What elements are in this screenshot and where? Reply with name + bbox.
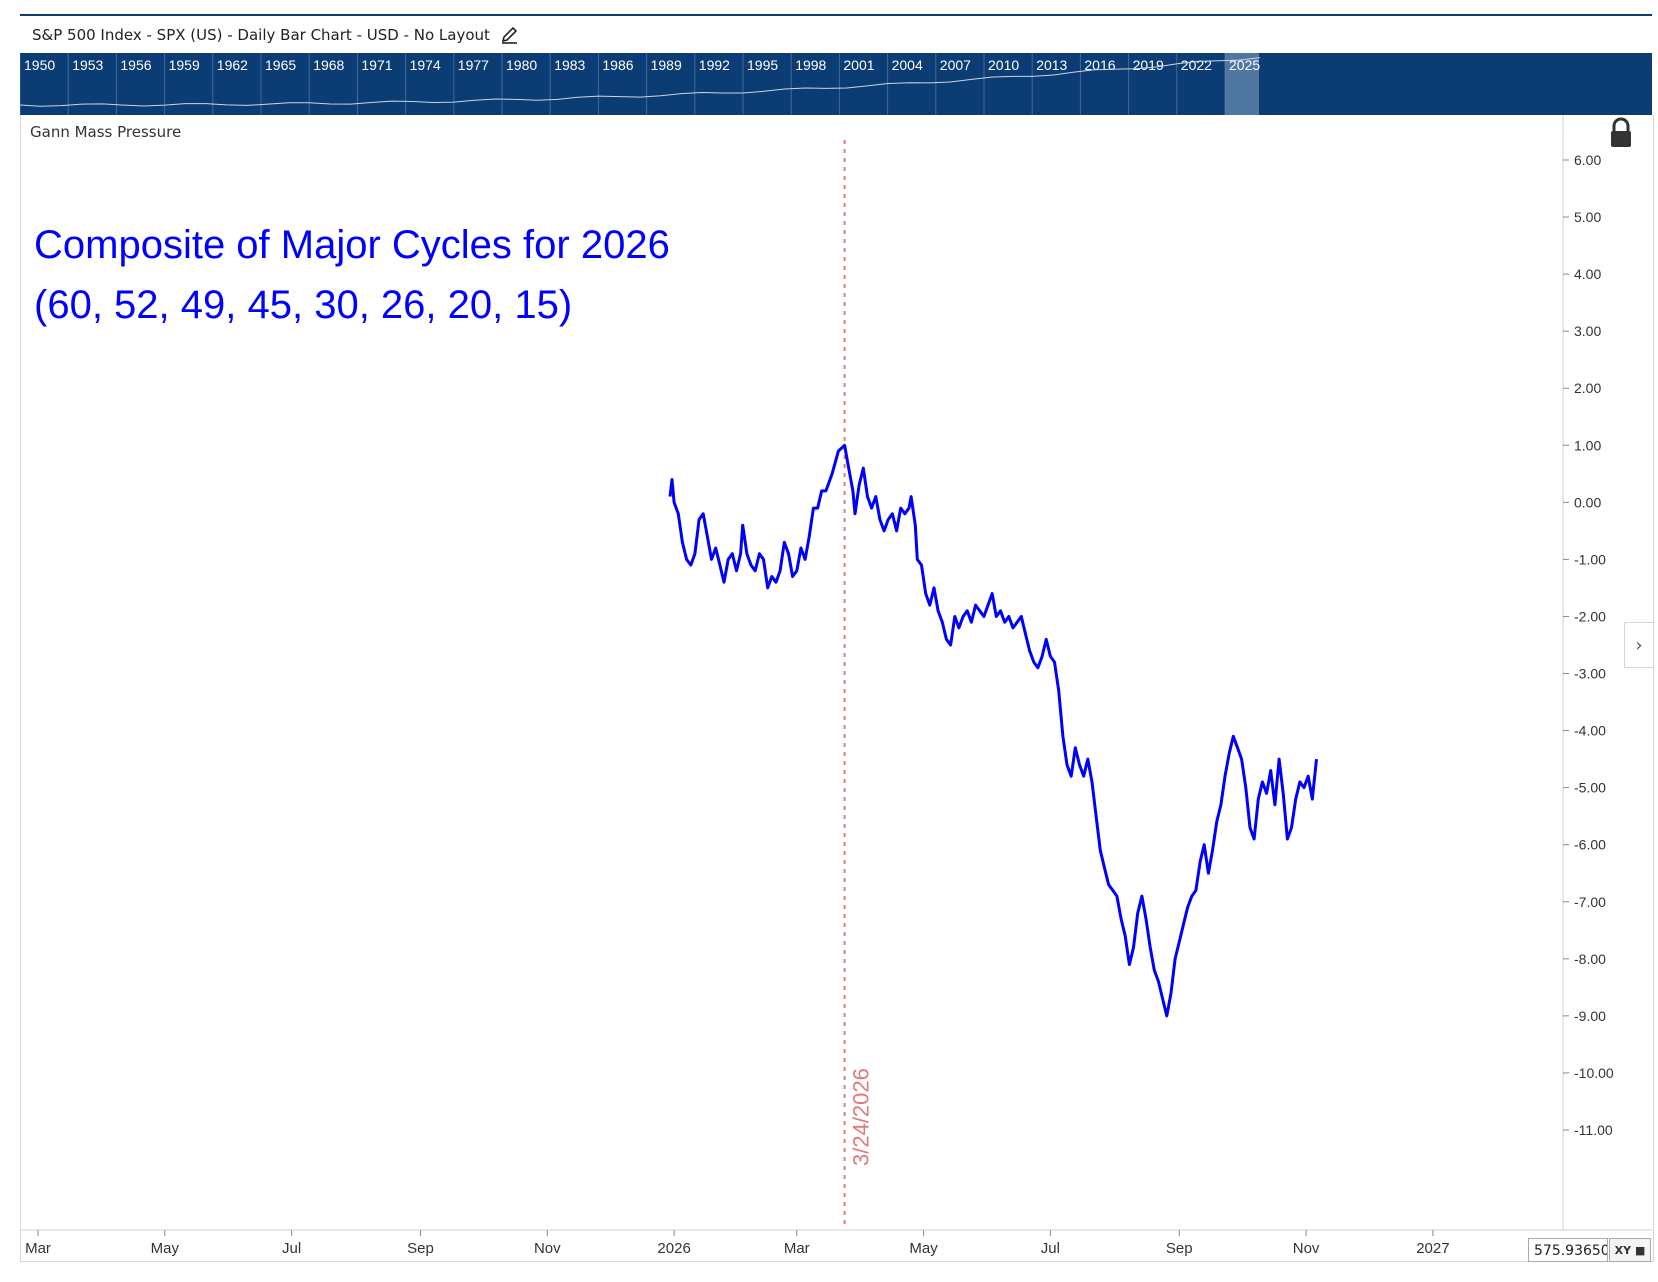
y-axis: 6.00 5.00 4.00 3.00 2.00 1.00 0.00 -1.00 -2.00 -3… xyxy=(1563,152,1614,1138)
x-tick-label: Jul xyxy=(1041,1240,1060,1257)
x-tick-label: Sep xyxy=(407,1240,434,1257)
timeline-year-label[interactable]: 1980 xyxy=(506,57,537,73)
x-tick-label: Nov xyxy=(534,1240,561,1257)
y-tick-label: -7.00 xyxy=(1574,894,1606,910)
timeline-year-label[interactable]: 2010 xyxy=(988,57,1019,73)
x-axis: Mar May Jul Sep Nov 2026 Mar May Jul Sep Nov 2027 xyxy=(25,1230,1450,1257)
x-tick-label: 2026 xyxy=(657,1240,690,1257)
y-tick-label: -3.00 xyxy=(1574,666,1606,682)
y-tick-label: -8.00 xyxy=(1574,951,1606,967)
timeline-year-label[interactable]: 1959 xyxy=(169,57,200,73)
timeline-year-label[interactable]: 2004 xyxy=(892,57,923,73)
x-tick-label: Nov xyxy=(1293,1240,1320,1257)
y-tick-label: -6.00 xyxy=(1574,837,1606,853)
top-border xyxy=(20,14,1652,16)
y-tick-label: -11.00 xyxy=(1574,1122,1613,1138)
small-lock-icon: ■ xyxy=(1634,1244,1646,1257)
timeline-year-label[interactable]: 1989 xyxy=(651,57,682,73)
y-tick-label: -5.00 xyxy=(1574,780,1606,796)
timeline-year-label[interactable]: 1965 xyxy=(265,57,296,73)
chart-subtitle: (60, 52, 49, 45, 30, 26, 20, 15) xyxy=(34,283,572,327)
expand-panel-button[interactable]: › xyxy=(1624,622,1653,668)
chart-title: Composite of Major Cycles for 2026 xyxy=(34,223,670,267)
timeline-year-label[interactable]: 1977 xyxy=(458,57,489,73)
timeline-year-label[interactable]: 2001 xyxy=(843,57,874,73)
pencil-icon[interactable] xyxy=(500,25,520,45)
y-tick-label: 1.00 xyxy=(1574,437,1601,453)
x-tick-label: May xyxy=(909,1240,938,1257)
timeline-year-label[interactable]: 1962 xyxy=(217,57,248,73)
chart-header-title: S&P 500 Index - SPX (US) - Daily Bar Cha… xyxy=(32,26,490,44)
xy-toggle-button[interactable]: XY ■ xyxy=(1609,1238,1651,1262)
timeline-year-label[interactable]: 2013 xyxy=(1036,57,1067,73)
timeline-history-line xyxy=(20,57,1261,107)
chevron-right-icon: › xyxy=(1635,634,1643,656)
x-tick-label: Jul xyxy=(282,1240,301,1257)
y-tick-label: -10.00 xyxy=(1574,1065,1614,1081)
timeline-svg: 1950 1953 1956 1959 1962 1965 1968 1971 1974 1977… xyxy=(20,53,1261,115)
timeline-year-label[interactable]: 1968 xyxy=(313,57,344,73)
timeline-year-label[interactable]: 2007 xyxy=(940,57,971,73)
date-marker[interactable]: 3/24/2026 xyxy=(843,140,874,1225)
price-readout[interactable]: 575.93650 xyxy=(1528,1238,1608,1262)
series-layer xyxy=(668,443,1318,1018)
timeline-year-label[interactable]: 1983 xyxy=(554,57,585,73)
timeline-year-label[interactable]: 2019 xyxy=(1133,57,1164,73)
timeline-year-label[interactable]: 1950 xyxy=(24,57,55,73)
timeline-selection[interactable] xyxy=(1225,53,1259,115)
indicator-name: Gann Mass Pressure xyxy=(30,123,182,141)
y-tick-label: 6.00 xyxy=(1574,152,1601,168)
xy-label: XY xyxy=(1614,1244,1632,1257)
y-tick-label: -4.00 xyxy=(1574,723,1606,739)
marker-label: 3/24/2026 xyxy=(849,1068,874,1166)
y-tick-label: 0.00 xyxy=(1574,494,1601,510)
timeline-year-label[interactable]: 1995 xyxy=(747,57,778,73)
chart-header: S&P 500 Index - SPX (US) - Daily Bar Cha… xyxy=(32,22,520,48)
lock-icon[interactable] xyxy=(1604,116,1638,150)
timeline-year-label[interactable]: 1953 xyxy=(72,57,103,73)
y-tick-label: -2.00 xyxy=(1574,608,1606,624)
timeline-year-label[interactable]: 1956 xyxy=(120,57,151,73)
x-tick-label: Mar xyxy=(784,1240,810,1257)
y-tick-label: -9.00 xyxy=(1574,1008,1606,1024)
timeline-year-label[interactable]: 1998 xyxy=(795,57,826,73)
timeline-year-label[interactable]: 1986 xyxy=(602,57,633,73)
y-tick-label: 2.00 xyxy=(1574,380,1601,396)
y-tick-label: 5.00 xyxy=(1574,209,1601,225)
x-tick-label: Sep xyxy=(1166,1240,1193,1257)
y-tick-label: 3.00 xyxy=(1574,323,1601,339)
y-tick-label: 4.00 xyxy=(1574,266,1601,282)
timeline-year-label[interactable]: 1971 xyxy=(361,57,392,73)
timeline-navigator[interactable]: 1950 1953 1956 1959 1962 1965 1968 1971 1974 1977… xyxy=(20,53,1652,115)
x-tick-label: May xyxy=(151,1240,180,1257)
timeline-year-label[interactable]: 2025 xyxy=(1229,57,1260,73)
timeline-year-label[interactable]: 1992 xyxy=(699,57,730,73)
chart-frame xyxy=(20,115,1654,1262)
x-tick-label: Mar xyxy=(25,1240,51,1257)
series-line xyxy=(668,443,1318,1018)
y-tick-label: -1.00 xyxy=(1574,551,1606,567)
timeline-year-label[interactable]: 1974 xyxy=(410,57,441,73)
x-tick-label: 2027 xyxy=(1416,1240,1449,1257)
